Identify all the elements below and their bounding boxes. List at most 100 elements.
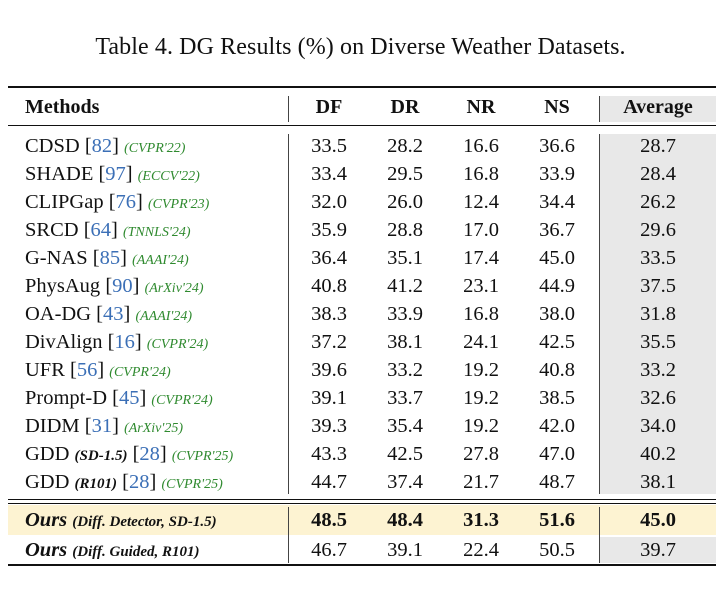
ours-row: Ours (Diff. Guided, R101) 46.7 39.1 22.4 50.… [8,536,716,564]
value-avg: 26.2 [640,191,676,213]
method-name: Ours [25,509,68,531]
separator-rule-double [8,503,716,504]
value-ns: 40.8 [539,359,575,381]
method-cell: OA-DG [43] (AAAI'24) [25,303,193,325]
table-row: SRCD [64] (TNNLS'24) 35.9 28.8 17.0 36.7 29.6 [8,216,716,244]
value-avg: 45.0 [640,509,676,531]
top-rule [8,86,716,88]
method-cell: GDD (SD-1.5) [28] (CVPR'25) [25,443,234,465]
method-name: OA-DG [25,303,92,325]
header-methods: Methods [25,96,100,118]
value-ns: 38.5 [539,387,575,409]
value-ns: 34.4 [539,191,575,213]
value-dr: 28.2 [387,135,423,157]
value-dr: 35.4 [387,415,423,437]
method-name: UFR [25,359,65,381]
column-divider-average-ours [599,507,600,563]
method-cell: G-NAS [85] (AAAI'24) [25,247,189,269]
method-name: G-NAS [25,247,88,269]
value-ns: 45.0 [539,247,575,269]
value-avg: 33.5 [640,247,676,269]
value-df: 44.7 [311,471,347,493]
method-variant-note: (Diff. Detector, SD-1.5) [72,514,217,530]
citation-ref: 64 [90,219,112,241]
citation-ref: 28 [139,443,160,465]
table-row: SHADE [97] (ECCV'22) 33.4 29.5 16.8 33.9 28.4 [8,160,716,188]
value-dr: 38.1 [387,331,423,353]
value-nr: 23.1 [463,275,499,297]
method-cell: GDD (R101) [28] (CVPR'25) [25,471,223,493]
venue-label: (AAAI'24) [135,309,193,324]
value-nr: 31.3 [463,509,499,531]
value-dr: 39.1 [387,539,423,561]
value-df: 38.3 [311,303,347,325]
average-header-shade [600,96,716,122]
venue-label: (ArXiv'24) [144,281,204,296]
method-cell: CDSD [82] (CVPR'22) [25,135,186,157]
value-avg: 29.6 [640,219,676,241]
citation-ref: 97 [105,163,126,185]
value-dr: 35.1 [387,247,423,269]
venue-label: (ECCV'22) [137,169,200,184]
venue-label: (ArXiv'25) [124,421,184,436]
method-name: GDD [25,443,70,465]
value-dr: 33.9 [387,303,423,325]
value-nr: 17.0 [463,219,499,241]
method-variant-note: (Diff. Guided, R101) [72,544,200,560]
table-row: PhysAug [90] (ArXiv'24) 40.8 41.2 23.1 44.9 3… [8,272,716,300]
table-row: CLIPGap [76] (CVPR'23) 32.0 26.0 12.4 34.4 26… [8,188,716,216]
value-dr: 28.8 [387,219,423,241]
table-caption: Table 4. DG Results (%) on Diverse Weath… [95,34,626,60]
value-avg: 32.6 [640,387,676,409]
value-avg: 28.7 [640,135,676,157]
method-cell: Ours (Diff. Detector, SD-1.5) [25,506,217,534]
table-row: UFR [56] (CVPR'24) 39.6 33.2 19.2 40.8 33.2 [8,356,716,384]
value-df: 39.1 [311,387,347,409]
header-ns: NS [544,96,570,118]
value-dr: 41.2 [387,275,423,297]
value-df: 37.2 [311,331,347,353]
method-cell: UFR [56] (CVPR'24) [25,359,171,381]
venue-label: (CVPR'22) [124,141,186,156]
method-cell: PhysAug [90] (ArXiv'24) [25,275,204,297]
value-nr: 16.8 [463,303,499,325]
method-name: CLIPGap [25,191,104,213]
table-row: Prompt-D [45] (CVPR'24) 39.1 33.7 19.2 38.5 3… [8,384,716,412]
table-row: DIDM [31] (ArXiv'25) 39.3 35.4 19.2 42.0 34.0 [8,412,716,440]
value-avg: 37.5 [640,275,676,297]
header-nr: NR [466,96,496,118]
value-nr: 16.8 [463,163,499,185]
citation-ref: 82 [91,135,113,157]
value-avg: 33.2 [640,359,676,381]
value-avg: 40.2 [640,443,676,465]
table-row: CDSD [82] (CVPR'22) 33.5 28.2 16.6 36.6 28.7 [8,132,716,160]
venue-label: (CVPR'25) [171,449,234,464]
method-cell: DIDM [31] (ArXiv'25) [25,415,184,437]
value-nr: 19.2 [463,359,499,381]
value-df: 33.4 [311,163,347,185]
citation-ref: 90 [112,275,133,297]
value-avg: 31.8 [640,303,676,325]
citation-ref: 45 [118,387,140,409]
method-name: SHADE [25,163,94,185]
value-ns: 36.7 [539,219,575,241]
venue-label: (AAAI'24) [132,253,189,268]
value-df: 35.9 [311,219,347,241]
citation-ref: 56 [76,359,98,381]
column-divider-average [599,96,600,122]
table-row: GDD (R101) [28] (CVPR'25) 44.7 37.4 21.7 48.… [8,468,716,496]
value-df: 39.3 [311,415,347,437]
citation-ref: 28 [129,471,150,493]
method-name: Ours [25,539,68,561]
method-cell: Prompt-D [45] (CVPR'24) [25,387,213,409]
value-df: 48.5 [311,509,347,531]
value-ns: 50.5 [539,539,575,561]
value-nr: 12.4 [463,191,499,213]
value-ns: 36.6 [539,135,575,157]
value-nr: 19.2 [463,387,499,409]
venue-label: (CVPR'24) [109,365,171,380]
column-divider-methods-ours [288,507,289,563]
table-header-row: Methods DF DR NR NS Average [8,93,716,121]
value-nr: 27.8 [463,443,499,465]
value-ns: 51.6 [539,509,575,531]
